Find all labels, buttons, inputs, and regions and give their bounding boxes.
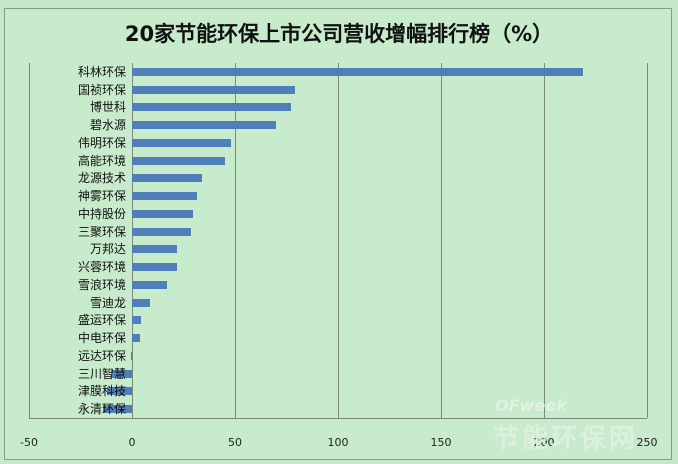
bar bbox=[130, 351, 132, 360]
bar bbox=[107, 387, 132, 396]
gridline bbox=[647, 63, 648, 418]
category-label: 津膜科技 bbox=[77, 384, 126, 399]
x-tick-label: 100 bbox=[327, 436, 349, 449]
bar bbox=[132, 103, 291, 112]
bar bbox=[132, 245, 178, 254]
x-tick-label: -50 bbox=[20, 436, 38, 449]
x-tick-label: 150 bbox=[430, 436, 452, 449]
x-tick-label: 50 bbox=[228, 436, 242, 449]
y-axis bbox=[132, 63, 133, 418]
bar bbox=[132, 280, 168, 289]
bar bbox=[132, 227, 191, 236]
category-label: 神雾环保 bbox=[77, 189, 126, 204]
category-label: 雪浪环境 bbox=[77, 277, 126, 292]
category-label: 盛运环保 bbox=[77, 313, 126, 328]
category-label: 伟明环保 bbox=[77, 135, 126, 150]
gridline bbox=[441, 63, 442, 418]
gridline bbox=[338, 63, 339, 418]
bar bbox=[103, 405, 132, 414]
watermark-brand: OFweek bbox=[495, 396, 567, 415]
bar bbox=[132, 209, 193, 218]
gridline bbox=[29, 63, 30, 418]
bar bbox=[132, 67, 584, 76]
category-label: 中电环保 bbox=[77, 331, 126, 346]
category-label: 碧水源 bbox=[89, 118, 126, 133]
category-label: 远达环保 bbox=[77, 348, 126, 363]
bar bbox=[132, 192, 197, 201]
watermark-site: 节能环保网 bbox=[493, 424, 639, 454]
category-label: 三聚环保 bbox=[77, 224, 126, 239]
bar bbox=[132, 138, 231, 147]
bar bbox=[111, 369, 132, 378]
category-label: 三川智慧 bbox=[77, 366, 126, 381]
category-label: 高能环境 bbox=[77, 153, 126, 168]
gridline bbox=[235, 63, 236, 418]
x-tick-label: 200 bbox=[533, 436, 555, 449]
category-label: 龙源技术 bbox=[77, 171, 126, 186]
category-label: 万邦达 bbox=[89, 242, 126, 257]
category-label: 雪迪龙 bbox=[89, 295, 126, 310]
bar bbox=[132, 85, 295, 94]
category-label: 兴蓉环境 bbox=[77, 260, 126, 275]
gridline bbox=[544, 63, 545, 418]
category-label: 博世科 bbox=[89, 100, 126, 115]
category-label: 永清环保 bbox=[77, 402, 126, 417]
bar bbox=[132, 263, 178, 272]
x-tick-label: 250 bbox=[636, 436, 658, 449]
category-label: 中持股份 bbox=[77, 206, 126, 221]
category-label: 国祯环保 bbox=[77, 82, 126, 97]
category-label: 科林环保 bbox=[77, 64, 126, 79]
plot-area: 科林环保国祯环保博世科碧水源伟明环保高能环境龙源技术神雾环保中持股份三聚环保万邦… bbox=[29, 63, 648, 419]
chart-title: 20家节能环保上市公司营收增幅排行榜（%） bbox=[124, 22, 554, 46]
bar bbox=[132, 121, 277, 130]
bar bbox=[132, 156, 225, 165]
bar bbox=[132, 316, 142, 325]
x-tick-label: 0 bbox=[128, 436, 136, 449]
bar bbox=[132, 298, 150, 307]
bar bbox=[132, 174, 203, 183]
bar bbox=[132, 334, 141, 343]
x-axis bbox=[29, 418, 647, 419]
